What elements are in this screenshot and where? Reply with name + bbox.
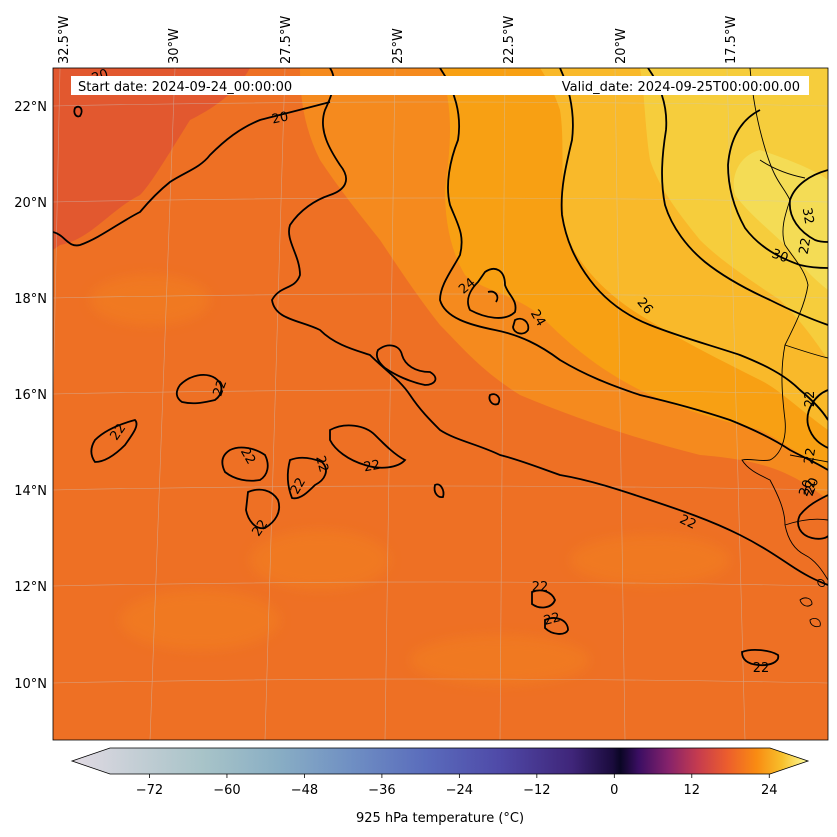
- warm-region-30: [640, 68, 828, 360]
- contour-label: 22: [797, 237, 815, 256]
- contour-26: [559, 68, 828, 421]
- longitude-label: 30°W: [167, 28, 182, 64]
- contour-label: 22: [363, 458, 382, 476]
- contour-24: [439, 68, 828, 471]
- colorbar-tick-label: 12: [684, 783, 701, 798]
- colorbar-tick-label: 24: [761, 783, 778, 798]
- latitude-label: 22°N: [14, 100, 47, 115]
- contour-22-island-10: [741, 648, 780, 667]
- longitude-label: 17.5°W: [724, 16, 739, 64]
- colorbar-tick-label: −48: [291, 783, 318, 798]
- islands-bissagos: [799, 597, 813, 607]
- colorbar-title: 925 hPa temperature (°C): [356, 811, 524, 826]
- colorbar-tick-label: −72: [136, 783, 163, 798]
- contour-20-loop-nw: [73, 105, 83, 118]
- colorbar-tick-label: −12: [523, 783, 550, 798]
- coastline-borders: [741, 68, 828, 628]
- contour-label: 32: [799, 207, 817, 226]
- contour-labels: 2020222222222222222222222222222222242426…: [90, 68, 823, 676]
- colorbar-tick-label: −36: [368, 783, 395, 798]
- contour-label: 22: [677, 512, 698, 533]
- contour-label: 22: [532, 580, 549, 595]
- contour-22-main: [271, 68, 828, 586]
- hot-region-32: [733, 150, 828, 290]
- longitude-label: 32.5°W: [57, 16, 72, 64]
- contour-label: 22: [211, 378, 231, 399]
- contour-22-island-5: [245, 488, 280, 530]
- latitude-label: 16°N: [14, 388, 47, 403]
- longitude-label: 25°W: [391, 28, 406, 64]
- contour-label: 22: [753, 661, 770, 676]
- contour-22-island-9: [544, 617, 569, 635]
- contour-label: 30: [769, 247, 790, 267]
- contour-label: 22: [802, 479, 820, 498]
- contour-32: [788, 169, 828, 243]
- contour-label: 24: [527, 307, 548, 329]
- colorbar-ticks: −72 −60 −48 −36 −24 −12 0 12 24: [136, 774, 778, 798]
- contour-22-island-12: [487, 290, 499, 303]
- latitude-label: 12°N: [14, 580, 47, 595]
- latitude-label: 20°N: [14, 196, 47, 211]
- map-area[interactable]: 2020222222222222222222222222222222242426…: [46, 67, 828, 740]
- border-2: [784, 344, 828, 359]
- contour-label: 20: [797, 478, 817, 499]
- contour-22-island-13: [488, 393, 501, 406]
- info-box: [71, 76, 809, 95]
- contour-label: 22: [237, 445, 258, 467]
- contour-20-northwest: [53, 101, 331, 247]
- contour-22-east-coast: [806, 389, 828, 449]
- contour-22-island-2: [90, 418, 138, 463]
- colorbar-tick-label: −60: [213, 783, 240, 798]
- cool-region-northwest: [53, 68, 250, 250]
- contour-label: 22: [542, 610, 562, 629]
- longitude-label: 20°W: [614, 28, 629, 64]
- colorbar-tick-label: −24: [446, 783, 473, 798]
- latitude-label: 18°N: [14, 292, 47, 307]
- border-4: [784, 518, 828, 526]
- contour-30: [727, 109, 828, 269]
- colorbar-bar: [70, 747, 810, 775]
- contour-22-island-1: [175, 374, 223, 405]
- contour-22-island-6: [329, 424, 407, 469]
- contour-22-island-11: [433, 483, 445, 498]
- contour-22-island-7: [375, 344, 437, 386]
- africa-coastline: [741, 68, 828, 581]
- latitude-label: 14°N: [14, 484, 47, 499]
- contour-24-island-a: [467, 268, 517, 319]
- longitude-labels: 32.5°W 30°W 27.5°W 25°W 22.5°W 20°W 17.5°W: [57, 16, 739, 64]
- border-1: [759, 159, 806, 179]
- colorbar-tick-label: 0: [610, 783, 618, 798]
- islands-bissagos-2: [809, 617, 821, 628]
- islands-bissagos-3: [817, 579, 825, 587]
- latitude-labels: 22°N 20°N 18°N 16°N 14°N 12°N 10°N: [14, 100, 47, 692]
- contour-22-island-4: [286, 456, 327, 500]
- contour-label: 22: [802, 447, 820, 466]
- temperature-contours: [53, 68, 828, 667]
- contour-label: 20: [270, 109, 289, 127]
- map-frame: [52, 67, 829, 741]
- texture-blobs: [90, 275, 730, 685]
- contour-28: [647, 68, 828, 326]
- colorbar: −72 −60 −48 −36 −24 −12 0 12 24 925 hPa temperat…: [70, 747, 810, 826]
- valid-date-label: Valid_date: 2024-09-25T00:00:00.00: [562, 80, 800, 95]
- contour-20-east-coast: [797, 494, 828, 540]
- border-3: [789, 454, 828, 463]
- contour-label: 22: [803, 391, 818, 408]
- contour-label: 20: [803, 476, 823, 497]
- longitude-label: 27.5°W: [279, 16, 294, 64]
- contour-22-island-8: [531, 589, 556, 609]
- contour-label: 22: [288, 475, 309, 497]
- contour-label: 22: [312, 454, 331, 474]
- latitude-label: 10°N: [14, 677, 47, 692]
- contour-22-island-3: [221, 446, 269, 482]
- contour-24-island-b: [512, 317, 530, 335]
- longitude-label: 22.5°W: [502, 16, 517, 64]
- start-date-label: Start date: 2024-09-24_00:00:00: [78, 80, 292, 95]
